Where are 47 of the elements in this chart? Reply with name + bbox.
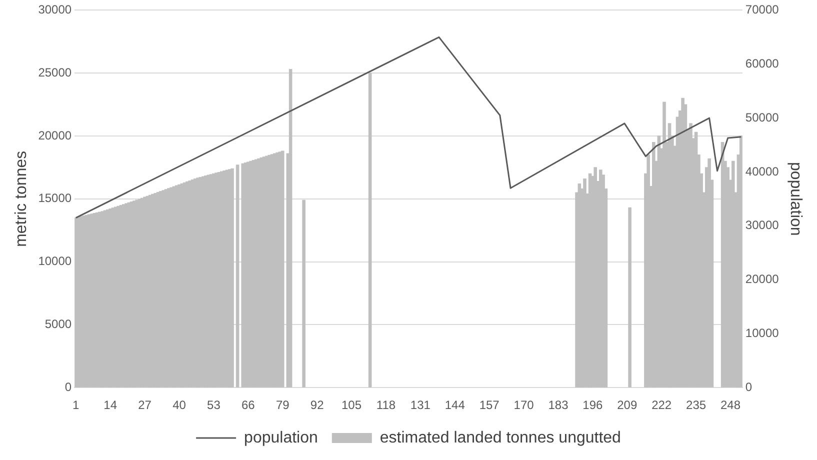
x-tick-label: 222 (652, 398, 672, 412)
y2-tick-label: 40000 (745, 164, 780, 178)
x-tick-label: 248 (720, 398, 741, 412)
x-tick-label: 196 (582, 398, 604, 412)
bar (288, 68, 292, 388)
x-tick-label: 144 (444, 398, 466, 412)
x-tick-label: 118 (376, 398, 396, 412)
y-tick-label: 5000 (44, 317, 72, 332)
x-tick-label: 53 (207, 398, 221, 412)
x-tick-label: 79 (276, 398, 290, 412)
bar (302, 200, 306, 388)
x-tick-label: 66 (241, 398, 256, 412)
x-tick-label: 14 (104, 398, 118, 412)
y2-tick-label: 10000 (745, 326, 780, 340)
x-tick-label: 105 (342, 398, 362, 412)
x-tick-label: 1 (72, 398, 80, 412)
bar (230, 168, 234, 388)
legend-label: population (244, 429, 318, 446)
legend-label: estimated landed tonnes ungutted (380, 429, 621, 446)
x-tick-label: 40 (172, 398, 186, 412)
y-tick-label: 20000 (38, 128, 72, 142)
y2-tick-label: 60000 (745, 56, 780, 70)
y2-axis-title: population (786, 162, 804, 236)
bar (368, 72, 372, 388)
y2-tick-label: 70000 (745, 2, 780, 17)
x-tick-label: 92 (310, 398, 324, 412)
y2-tick-label: 20000 (745, 272, 780, 286)
y2-tick-label: 50000 (745, 110, 780, 124)
x-tick-label: 209 (617, 398, 638, 412)
bar (628, 207, 632, 388)
y-tick-label: 25000 (38, 65, 72, 80)
x-tick-label: 157 (479, 398, 500, 412)
x-tick-label: 235 (686, 398, 706, 412)
y2-tick-label: 0 (745, 380, 752, 394)
y-tick-label: 0 (64, 380, 72, 394)
y-tick-label: 30000 (38, 2, 72, 17)
x-tick-label: 131 (410, 398, 431, 412)
y-axis-title: metric tonnes (13, 150, 30, 247)
bar (280, 150, 284, 388)
y2-tick-label: 30000 (745, 218, 780, 232)
x-tick-label: 27 (138, 398, 152, 412)
y-tick-label: 15000 (38, 191, 72, 206)
bar (241, 163, 245, 388)
x-tick-label: 183 (548, 398, 569, 412)
y-tick-label: 10000 (38, 254, 72, 268)
x-tick-label: 170 (514, 398, 534, 412)
bar (236, 164, 240, 388)
